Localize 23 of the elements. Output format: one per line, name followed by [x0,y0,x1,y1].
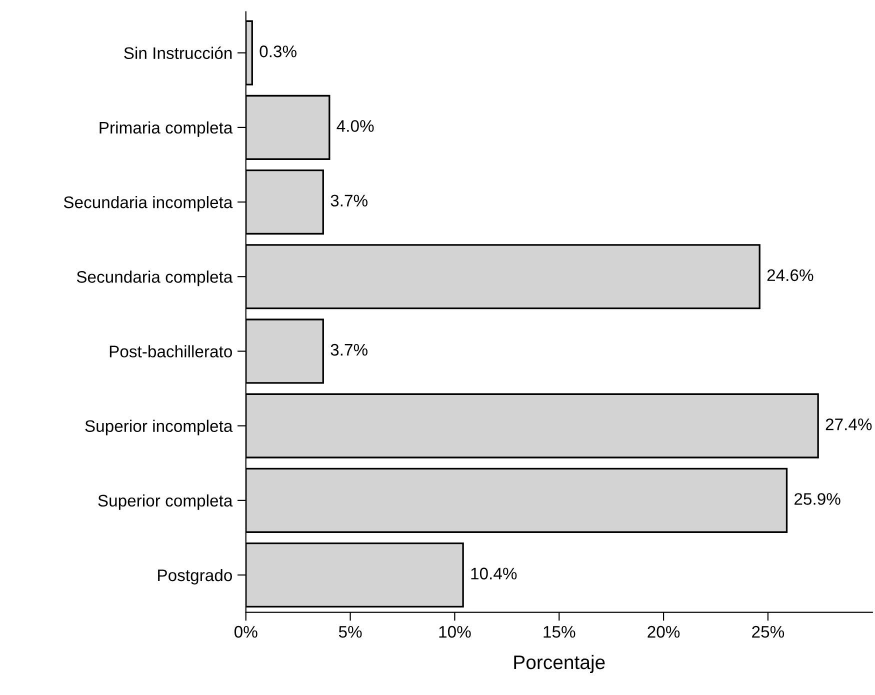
data-label: 25.9% [794,493,840,505]
data-label: 0.3% [260,46,296,58]
x-tick-label: 25% [752,626,784,638]
y-tick-label: Secundaria completa [76,270,233,286]
data-label: 4.0% [336,120,374,132]
x-tick-label: 5% [338,626,362,638]
data-label: 3.7% [330,194,368,207]
y-tick-label: Primaria completa [100,121,233,137]
y-tick-label: Superior incompleta [85,420,233,436]
data-label: 3.7% [330,344,368,356]
data-label: 24.6% [767,269,814,282]
y-tick-label: Post-bachillerato [110,345,232,358]
y-tick-label: Secundaria incompleta [64,196,233,212]
x-axis-title: Porcentaje [514,654,605,674]
x-tick-label: 10% [439,626,471,638]
y-tick-label: Postgrado [158,568,232,584]
y-tick-label: Superior completa [98,494,233,510]
data-label: 10.4% [471,568,517,580]
x-tick-label: 20% [648,626,680,638]
x-tick-label: 0% [234,626,258,638]
data-label: 27.4% [826,418,872,430]
x-tick-label: 15% [544,626,576,638]
y-tick-label: Sin Instrucción [124,46,232,60]
